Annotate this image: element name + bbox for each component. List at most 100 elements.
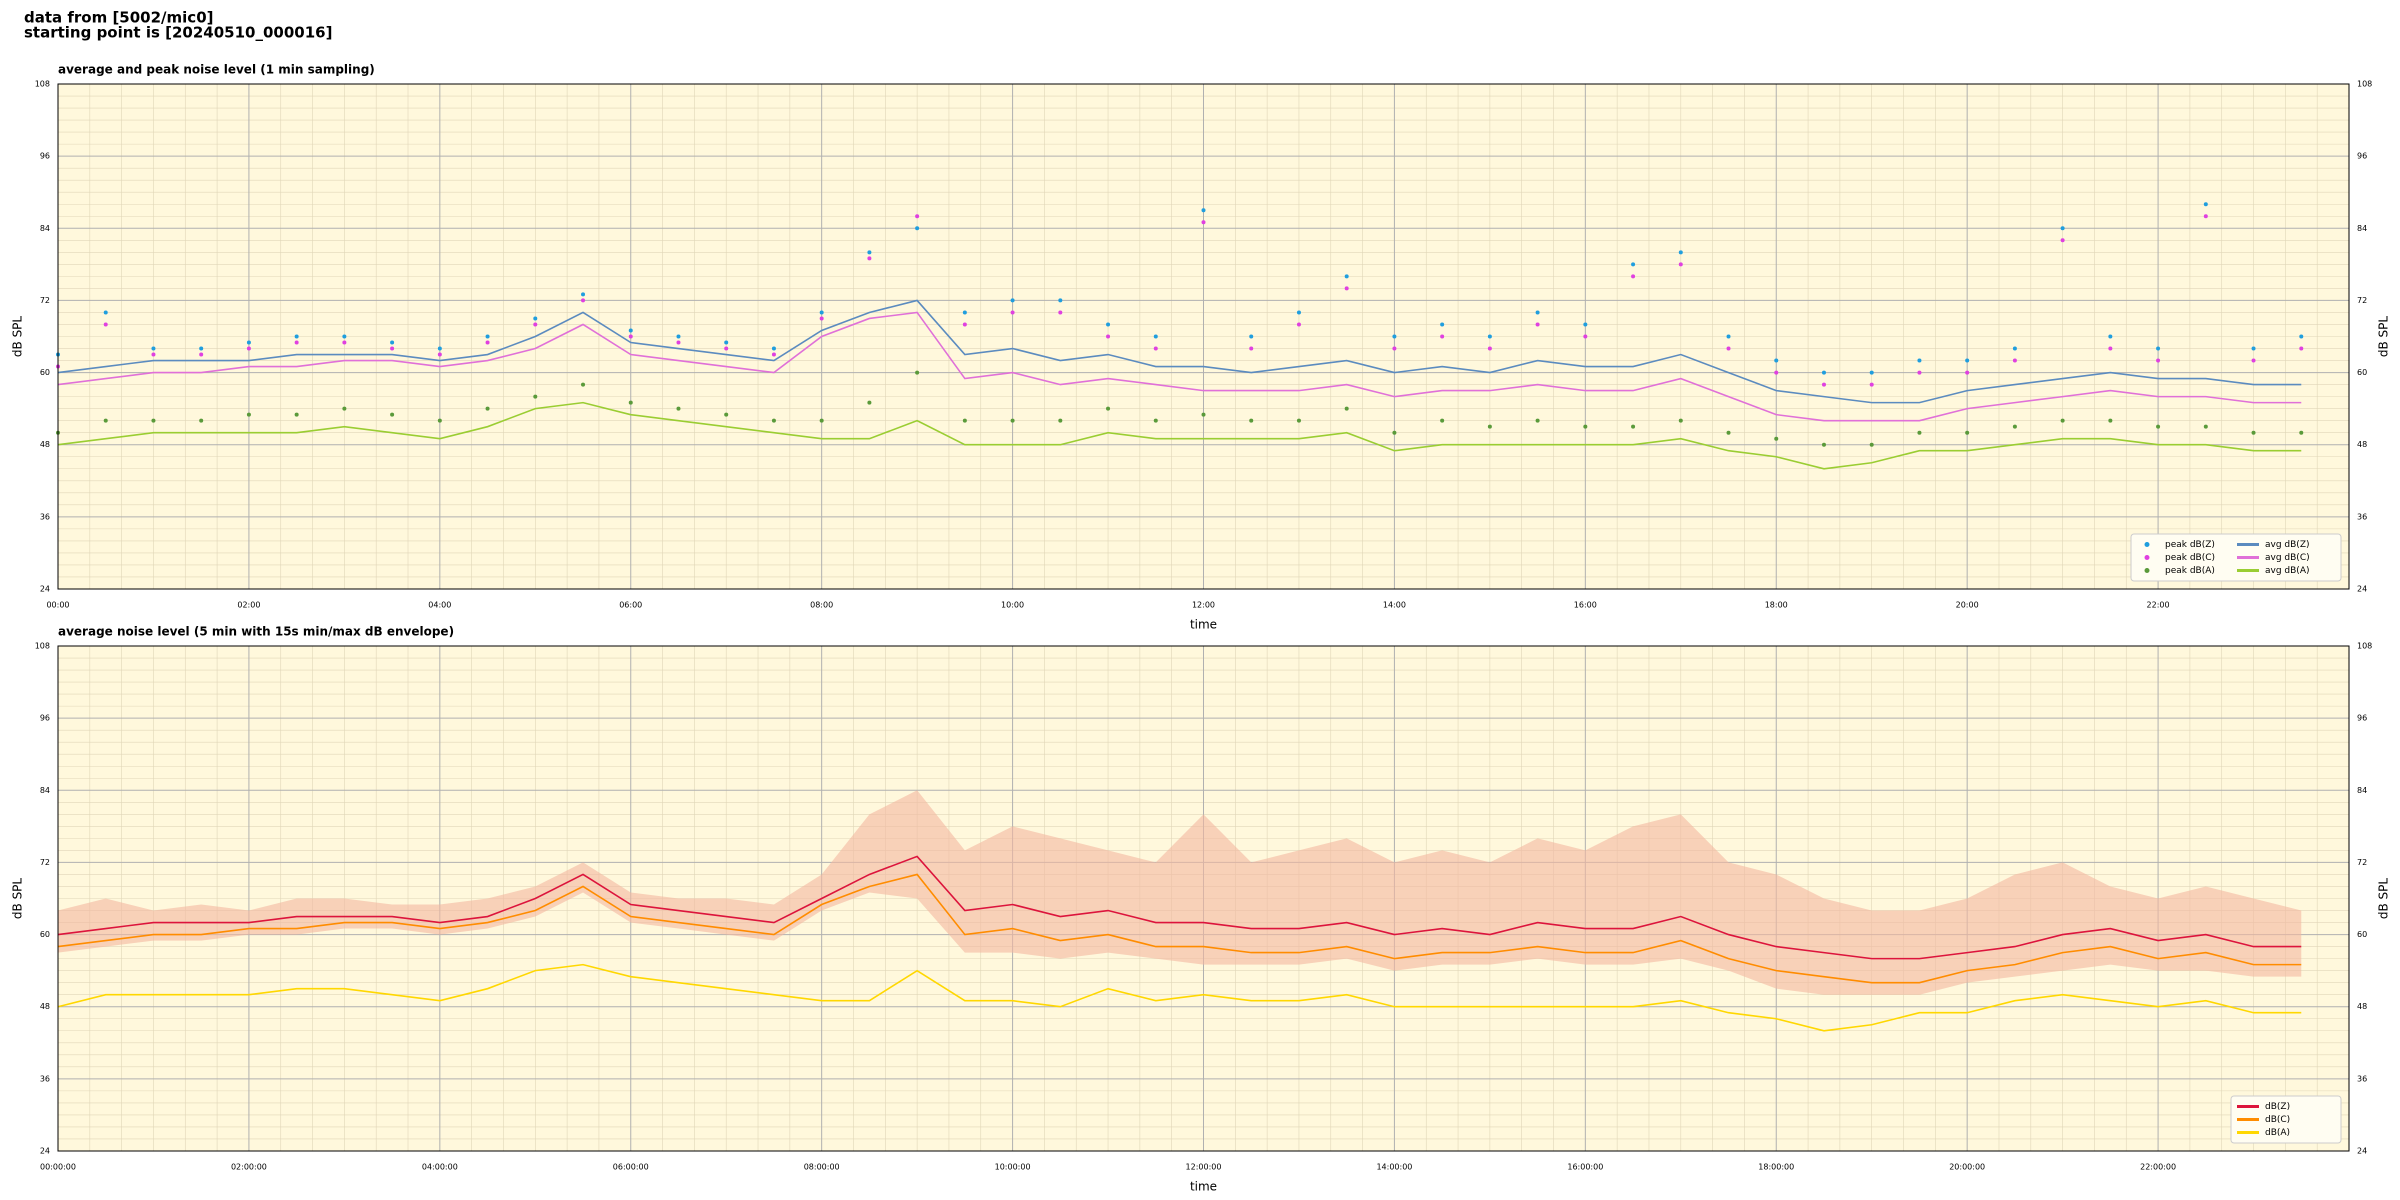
peak-dot (1678, 418, 1683, 423)
x-tick-label: 20:00:00 (1949, 1163, 1985, 1172)
x-tick-label: 02:00 (237, 601, 260, 610)
peak-dot (1583, 334, 1588, 339)
peak-dot (771, 346, 776, 351)
y-tick-label: 24 (40, 1147, 50, 1156)
peak-dot (1440, 322, 1445, 327)
peak-dot (1010, 418, 1015, 423)
y-axis-label: dB SPL (11, 878, 25, 920)
peak-dot (1774, 358, 1779, 363)
y-tick-label: 72 (40, 296, 50, 305)
y2-tick-label: 108 (2357, 642, 2372, 651)
peak-dot (1153, 418, 1158, 423)
peak-dot (771, 352, 776, 357)
peak-dot (437, 352, 442, 357)
peak-dot (1392, 346, 1397, 351)
peak-dot (1869, 382, 1874, 387)
y2-tick-label: 60 (2357, 368, 2367, 377)
peak-dot (628, 328, 633, 333)
peak-dot (2012, 358, 2017, 363)
peak-dot (1392, 430, 1397, 435)
peak-dot (103, 322, 108, 327)
x-tick-label: 12:00 (1192, 601, 1215, 610)
peak-dot (1535, 322, 1540, 327)
series-line (57, 299, 2302, 404)
y2-tick-label: 36 (2357, 512, 2367, 521)
x-tick-label: 08:00:00 (804, 1163, 840, 1172)
y-tick-label: 108 (35, 80, 50, 89)
peak-dot (1106, 406, 1111, 411)
plot-frame (57, 645, 2350, 1152)
peak-dot (533, 316, 538, 321)
peak-dot (1965, 358, 1970, 363)
peak-dot (103, 310, 108, 315)
peak-dot (1392, 334, 1397, 339)
peak-dot (1821, 382, 1826, 387)
peak-dot (724, 346, 729, 351)
x-tick-label: 10:00 (1001, 601, 1024, 610)
peak-dot (1153, 334, 1158, 339)
x-tick-label: 16:00 (1574, 601, 1597, 610)
peak-dot (1344, 406, 1349, 411)
peak-dot (342, 334, 347, 339)
y-tick-label: 96 (40, 152, 50, 161)
peak-dot (1917, 370, 1922, 375)
y2-tick-label: 48 (2357, 440, 2367, 449)
peak-dot (1153, 346, 1158, 351)
peak-dot (2108, 346, 2113, 351)
peak-dot (1344, 274, 1349, 279)
peak-dot (1965, 370, 1970, 375)
x-axis-label: time (1190, 1180, 1217, 1194)
peak-dot (1201, 208, 1206, 213)
peak-dot (628, 400, 633, 405)
peak-dot (1869, 370, 1874, 375)
legend-marker (2144, 568, 2150, 573)
peak-dot (1583, 322, 1588, 327)
x-tick-label: 16:00:00 (1567, 1163, 1603, 1172)
peak-dot (1774, 436, 1779, 441)
legend-label: dB(Z) (2265, 1102, 2290, 1112)
peak-dot (2156, 424, 2161, 429)
peak-dot (1487, 334, 1492, 339)
peak-dot (1440, 334, 1445, 339)
peak-dot (915, 214, 920, 219)
x-tick-label: 22:00:00 (2140, 1163, 2176, 1172)
y-tick-label: 48 (40, 440, 50, 449)
y2-tick-label: 48 (2357, 1002, 2367, 1011)
peak-dot (724, 340, 729, 345)
y2-tick-label: 24 (2357, 585, 2367, 594)
x-tick-label: 18:00 (1765, 601, 1788, 610)
peak-dot (1631, 262, 1636, 267)
peak-dot (962, 322, 967, 327)
peak-dot (199, 418, 204, 423)
peak-dot (676, 340, 681, 345)
peak-dot (151, 418, 156, 423)
peak-dot (1010, 310, 1015, 315)
y-tick-label: 96 (40, 714, 50, 723)
peak-dot (2060, 226, 2065, 231)
peak-dot (581, 292, 586, 297)
peak-dot (2251, 358, 2256, 363)
plot-title: average and peak noise level (1 min samp… (58, 63, 375, 77)
peak-dot (246, 346, 251, 351)
series-line (57, 311, 2302, 422)
peak-dot (676, 334, 681, 339)
peak-dot (390, 346, 395, 351)
legend-label: dB(C) (2265, 1115, 2290, 1125)
peak-dot (1631, 274, 1636, 279)
peak-dot (485, 340, 490, 345)
peak-dot (1058, 298, 1063, 303)
peak-dot (819, 310, 824, 315)
y2-tick-label: 60 (2357, 930, 2367, 939)
peak-dot (1917, 358, 1922, 363)
peak-dot (724, 412, 729, 417)
peak-dot (2156, 358, 2161, 363)
legend-box (2130, 533, 2342, 582)
peak-dot (246, 340, 251, 345)
legend-marker (2144, 542, 2150, 547)
legend-label: avg dB(Z) (2265, 540, 2310, 550)
peak-dot (1726, 334, 1731, 339)
x-tick-label: 14:00:00 (1376, 1163, 1412, 1172)
peak-dot (1678, 250, 1683, 255)
peak-dot (2251, 430, 2256, 435)
peak-dot (1535, 310, 1540, 315)
